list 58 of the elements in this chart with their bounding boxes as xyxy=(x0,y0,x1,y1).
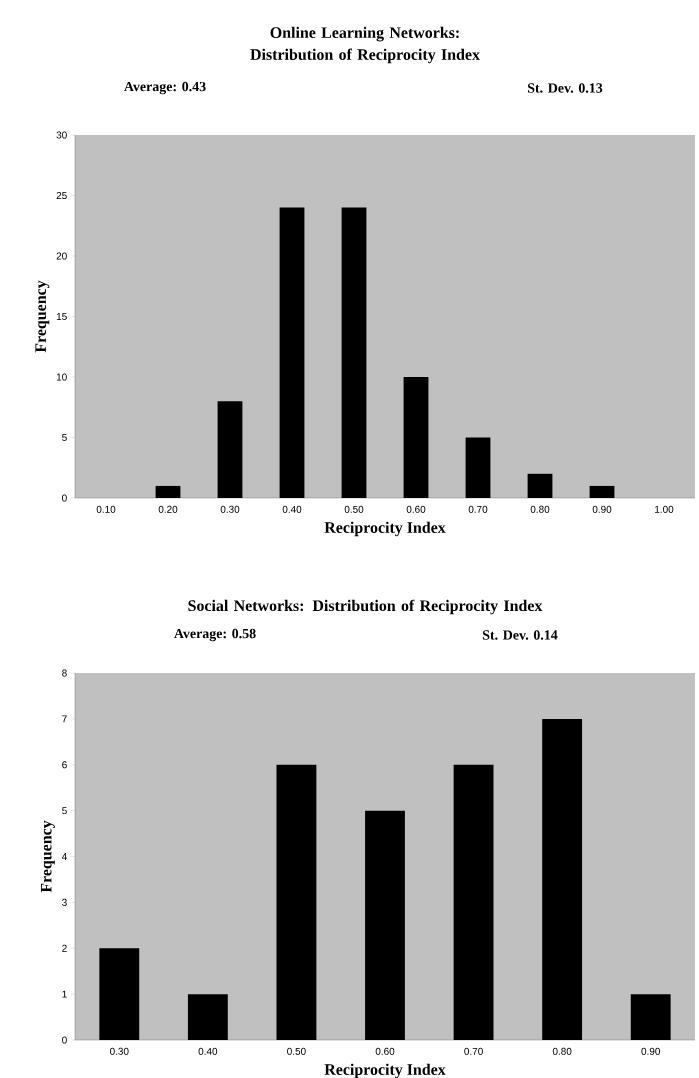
x-tick-label: 0.40 xyxy=(282,505,302,513)
bar xyxy=(279,207,305,499)
x-tick-label: 0.70 xyxy=(464,1047,483,1055)
x-tick-label: 0.10 xyxy=(96,505,116,513)
y-tick-label: 8 xyxy=(62,669,67,677)
x-tick-label: 0.50 xyxy=(344,505,364,513)
x-tick-label: 0.90 xyxy=(641,1047,661,1055)
x-axis-title: Reciprocity Index xyxy=(324,1063,446,1078)
text: St. Dev. 0.13 xyxy=(527,83,603,93)
y-tick-label: 20 xyxy=(56,252,67,260)
y-axis-title: Frequency xyxy=(40,820,55,893)
y-tick-label: 25 xyxy=(56,191,67,200)
x-tick-label: 0.20 xyxy=(158,505,178,513)
y-tick-label: 10 xyxy=(56,373,67,381)
bar xyxy=(453,764,494,1041)
x-tick-label: 0.90 xyxy=(592,505,612,513)
x-tick-label: 1.00 xyxy=(655,505,674,513)
x-tick-label: 0.40 xyxy=(198,1047,218,1055)
y-tick-label: 5 xyxy=(62,807,67,815)
x-tick-label: 0.60 xyxy=(375,1047,395,1055)
bar xyxy=(187,994,228,1041)
bar xyxy=(403,377,429,499)
bar xyxy=(465,437,491,499)
bar xyxy=(527,473,553,499)
y-tick-label: 0 xyxy=(62,494,67,502)
x-tick-label: 0.50 xyxy=(287,1047,306,1055)
x-tick-label: 0.70 xyxy=(468,505,488,513)
y-tick-label: 5 xyxy=(62,434,67,441)
chart-title: Social Networks: Distribution of Reciprocity Index xyxy=(188,599,543,615)
x-tick-label: 0.30 xyxy=(220,505,240,513)
y-tick-label: 3 xyxy=(62,898,67,906)
y-tick-label: 4 xyxy=(61,853,67,860)
y-tick-label: 1 xyxy=(62,990,67,998)
chart-title: Online Learning Networks: Distribution of Reciprocity Index xyxy=(250,26,480,64)
bar xyxy=(365,810,405,1041)
bar xyxy=(276,764,317,1041)
text: St. Dev. 0.14 xyxy=(482,630,558,640)
bar xyxy=(630,994,671,1041)
y-tick-label: 30 xyxy=(56,131,67,139)
y-tick-label: 7 xyxy=(62,715,67,723)
x-tick-label: 0.80 xyxy=(552,1047,572,1055)
bar xyxy=(155,485,181,499)
x-axis-title: Reciprocity Index xyxy=(324,521,446,537)
y-tick-label: 2 xyxy=(62,944,67,952)
x-tick-label: 0.80 xyxy=(530,505,550,513)
bar xyxy=(99,948,140,1041)
x-tick-label: 0.60 xyxy=(406,505,426,513)
text: Average: 0.43 xyxy=(124,81,206,95)
y-tick-label: 0 xyxy=(62,1036,67,1044)
bar xyxy=(589,485,615,499)
bar xyxy=(341,207,367,499)
text: Average: 0.58 xyxy=(174,628,256,642)
x-tick-label: 0.30 xyxy=(109,1047,129,1055)
y-tick-label: 15 xyxy=(56,313,67,320)
y-axis-title: Frequency xyxy=(35,280,50,353)
y-tick-label: 6 xyxy=(62,761,67,769)
bar xyxy=(217,401,243,499)
bar xyxy=(542,718,583,1041)
